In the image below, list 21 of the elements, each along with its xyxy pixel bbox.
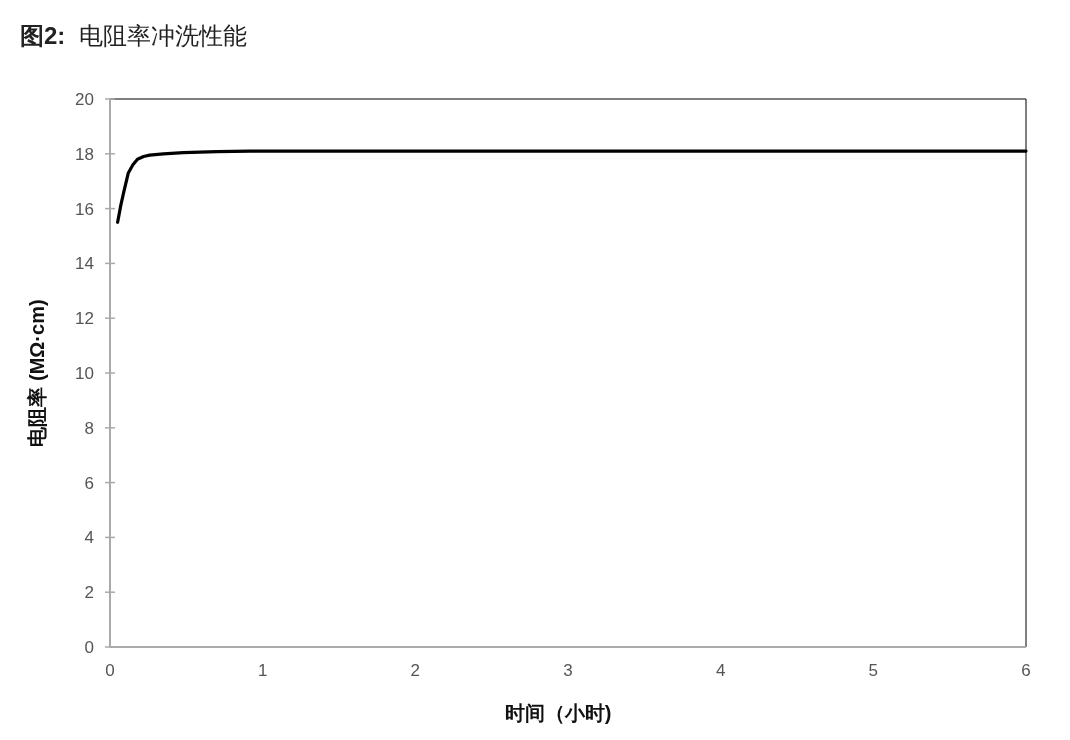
y-tick-label: 0 [84,638,94,657]
x-tick-label: 1 [257,661,268,680]
x-tick-label: 2 [410,661,421,680]
x-tick-label: 4 [715,661,726,680]
x-axis-title: 时间（小时) [504,702,612,724]
x-tick-label: 6 [1021,661,1031,680]
y-tick-label: 8 [84,418,94,438]
y-tick-label: 16 [75,199,94,219]
x-tick-label: 0 [105,661,115,680]
y-axis-title: 电阻率 (MΩ·cm) [26,299,48,447]
y-tick-label: 10 [75,364,94,383]
y-tick-label: 14 [75,254,94,274]
x-tick-label: 5 [868,661,879,680]
y-tick-label: 2 [84,583,94,603]
x-tick-label: 3 [563,661,573,680]
y-tick-label: 20 [75,90,94,109]
y-tick-label: 12 [75,309,94,329]
y-tick-label: 18 [75,144,94,164]
y-tick-label: 4 [84,528,94,548]
chart-title: 图2: 电阻率冲洗性能 [20,22,247,49]
y-tick-label: 6 [84,473,94,493]
